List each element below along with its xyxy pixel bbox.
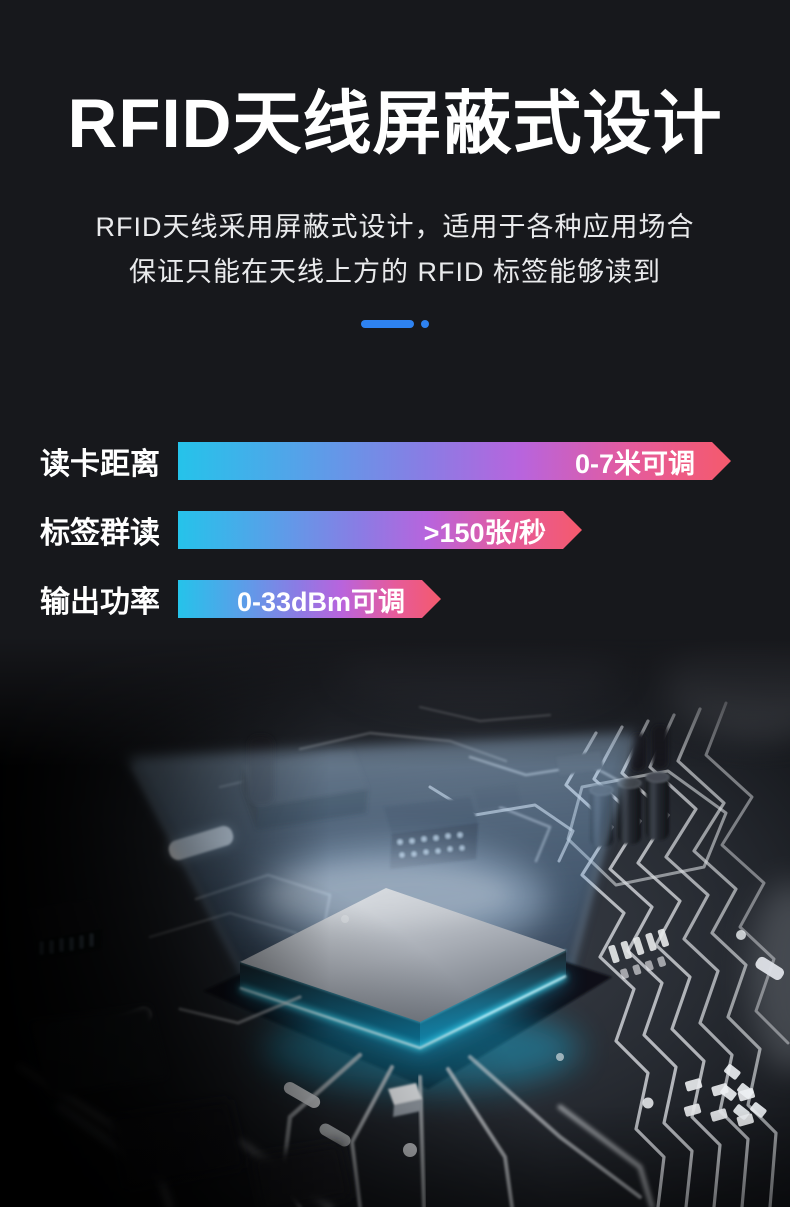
bottom-fade — [0, 1107, 790, 1207]
subtitle: RFID天线采用屏蔽式设计，适用于各种应用场合 保证只能在天线上方的 RFID … — [0, 205, 790, 295]
spec-value: 0-7米可调 — [574, 448, 695, 479]
spec-value: 0-33dBm可调 — [236, 586, 405, 617]
divider-line — [361, 320, 414, 328]
circuit-board-scene — [0, 637, 790, 1207]
circuit-board-render — [0, 637, 790, 1207]
spec-label: 标签群读 — [40, 517, 160, 550]
divider — [0, 319, 790, 329]
spec-bar-arrow: 0-33dBm可调 — [178, 580, 441, 618]
spec-label: 输出功率 — [40, 586, 160, 619]
page-title: RFID天线屏蔽式设计 — [67, 85, 723, 162]
spec-value: >150张/秒 — [423, 517, 546, 548]
spec-row-read-distance: 读卡距离 0-7米可调 — [0, 442, 790, 481]
spec-row-output-power: 输出功率 0-33dBm可调 — [0, 580, 790, 619]
spec-bar-arrow: 0-7米可调 — [178, 442, 731, 480]
spec-row-tag-group-read: 标签群读 >150张/秒 — [0, 511, 790, 550]
subtitle-line-1: RFID天线采用屏蔽式设计，适用于各种应用场合 — [95, 212, 695, 242]
spec-bar-arrow: >150张/秒 — [178, 511, 582, 549]
spec-bars: 读卡距离 0-7米可调 标签群读 >150张/秒 输出功率 0-33dBm可调 — [0, 442, 790, 619]
divider-dot-icon — [421, 320, 429, 328]
subtitle-line-2: 保证只能在天线上方的 RFID 标签能够读到 — [129, 257, 661, 287]
top-fade — [0, 637, 790, 767]
spec-label: 读卡距离 — [40, 448, 160, 481]
